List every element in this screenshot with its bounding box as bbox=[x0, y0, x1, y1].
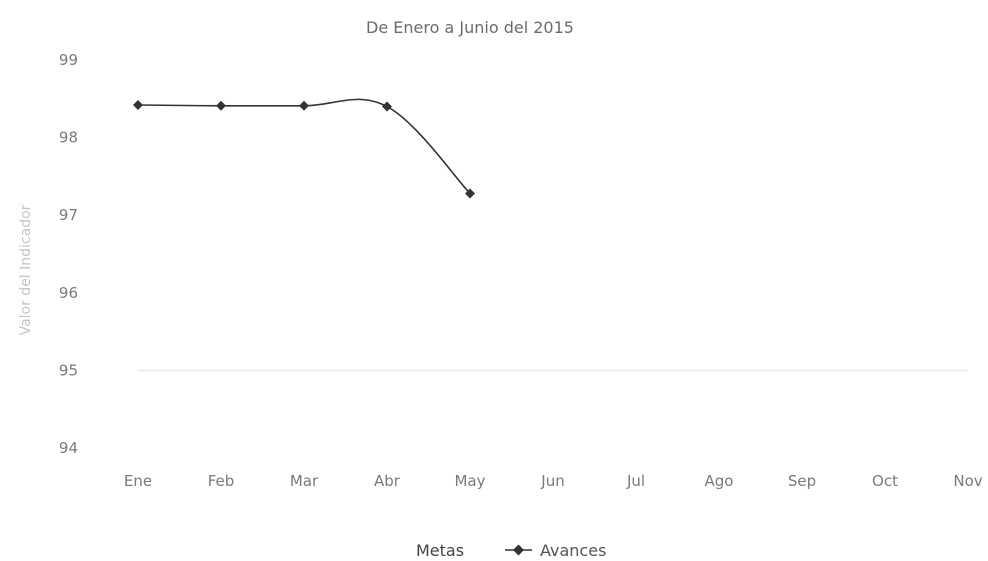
y-tick-label: 95 bbox=[59, 361, 78, 379]
x-tick-label: Sep bbox=[788, 472, 816, 490]
series-line-avances bbox=[137, 98, 471, 195]
series-layer bbox=[133, 98, 968, 372]
x-tick-label: Nov bbox=[953, 472, 982, 490]
legend-avances-marker bbox=[513, 544, 524, 556]
legend-item-metas-label[interactable]: Metas bbox=[416, 541, 464, 560]
x-tick-label: Oct bbox=[872, 472, 898, 490]
data-point-avances[interactable] bbox=[299, 100, 309, 111]
y-tick-label: 99 bbox=[59, 51, 78, 69]
x-tick-label: Mar bbox=[290, 472, 319, 490]
x-tick-label: Jun bbox=[540, 472, 564, 490]
data-point-avances[interactable] bbox=[133, 100, 143, 111]
y-tick-label: 96 bbox=[59, 284, 78, 302]
legend-item-avances-label[interactable]: Avances bbox=[540, 541, 606, 560]
y-tick-label: 97 bbox=[59, 206, 78, 224]
y-tick-label: 98 bbox=[59, 129, 78, 147]
legend-item-avances[interactable]: Avances bbox=[505, 541, 606, 560]
x-axis-ticks: Ene Feb Mar Abr May Jun Jul Ago Sep Oct Nov bbox=[124, 472, 983, 490]
data-point-avances[interactable] bbox=[216, 100, 226, 111]
x-tick-label: May bbox=[454, 472, 485, 490]
data-point-avances[interactable] bbox=[465, 188, 475, 199]
legend[interactable]: Metas Avances bbox=[416, 541, 606, 560]
x-tick-label: Ene bbox=[124, 472, 152, 490]
y-axis-label: Valor del Indicador bbox=[18, 204, 34, 335]
y-tick-label: 94 bbox=[59, 439, 78, 457]
x-tick-label: Ago bbox=[705, 472, 734, 490]
data-point-avances[interactable] bbox=[382, 101, 392, 112]
x-tick-label: Jul bbox=[626, 472, 645, 490]
x-tick-label: Abr bbox=[374, 472, 401, 490]
x-tick-label: Feb bbox=[208, 472, 235, 490]
y-axis-ticks: 94 95 96 97 98 99 bbox=[59, 51, 78, 457]
chart-title: De Enero a Junio del 2015 bbox=[366, 18, 574, 37]
